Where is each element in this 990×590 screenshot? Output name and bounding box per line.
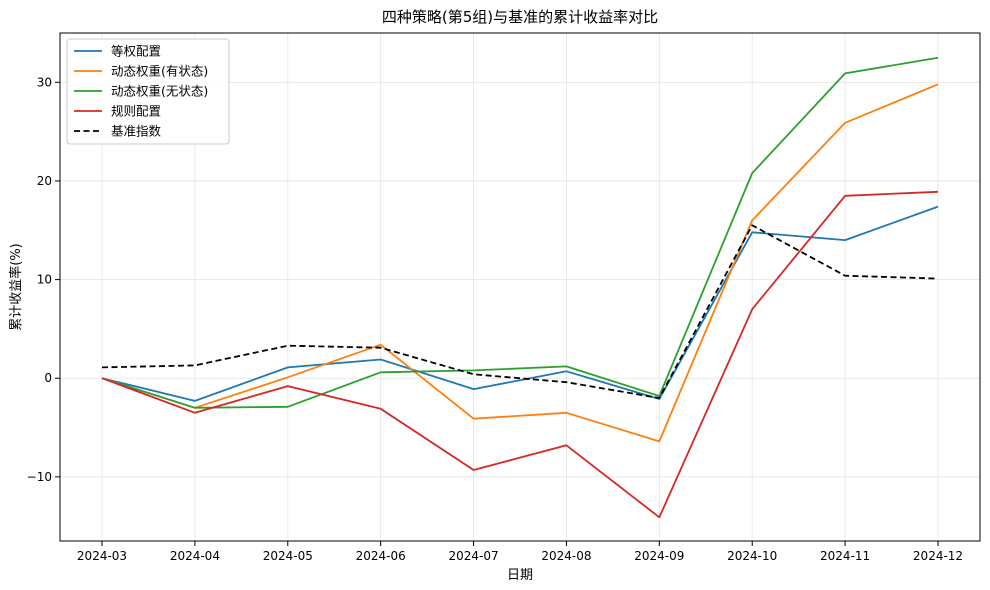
x-axis: 2024-03 2024-04 2024-05 2024-06 2024-07 2024-… xyxy=(77,541,963,563)
series-line-3 xyxy=(101,190,939,519)
grid xyxy=(60,33,980,541)
x-tick-label: 2024-05 xyxy=(263,549,313,563)
x-axis-title: 日期 xyxy=(507,568,533,583)
x-tick-label: 2024-06 xyxy=(356,549,406,563)
y-tick-label: 10 xyxy=(37,273,52,287)
series-line-0 xyxy=(101,205,939,402)
legend-box xyxy=(66,38,230,145)
x-tick-label: 2024-11 xyxy=(820,549,870,563)
x-tick-label: 2024-08 xyxy=(541,549,591,563)
plot-frame xyxy=(59,32,981,542)
x-tick-label: 2024-03 xyxy=(77,549,127,563)
y-tick-label: 20 xyxy=(37,174,52,188)
x-tick-label: 2024-04 xyxy=(170,549,220,563)
series-line-1 xyxy=(101,83,939,443)
x-tick-label: 2024-07 xyxy=(448,549,498,563)
y-tick-label: 0 xyxy=(44,371,52,385)
series-line-2 xyxy=(101,56,939,409)
series-layer xyxy=(101,56,939,519)
legend-label-1: 动态权重(有状态) xyxy=(111,64,208,79)
y-axis: −10 0 10 20 30 xyxy=(27,75,60,484)
chart-title: 四种策略(第5组)与基准的累计收益率对比 xyxy=(382,8,658,26)
legend-label-4: 基准指数 xyxy=(111,124,162,139)
y-tick-label: 30 xyxy=(37,75,52,89)
y-axis-title: 累计收益率(%) xyxy=(8,243,24,331)
y-tick-label: −10 xyxy=(27,470,52,484)
x-tick-label: 2024-12 xyxy=(913,549,963,563)
legend-label-2: 动态权重(无状态) xyxy=(111,84,208,99)
legend-label-3: 规则配置 xyxy=(111,104,161,119)
x-tick-label: 2024-09 xyxy=(634,549,684,563)
legend-label-0: 等权配置 xyxy=(111,44,161,59)
series-line-4 xyxy=(101,224,939,399)
x-tick-label: 2024-10 xyxy=(727,549,777,563)
